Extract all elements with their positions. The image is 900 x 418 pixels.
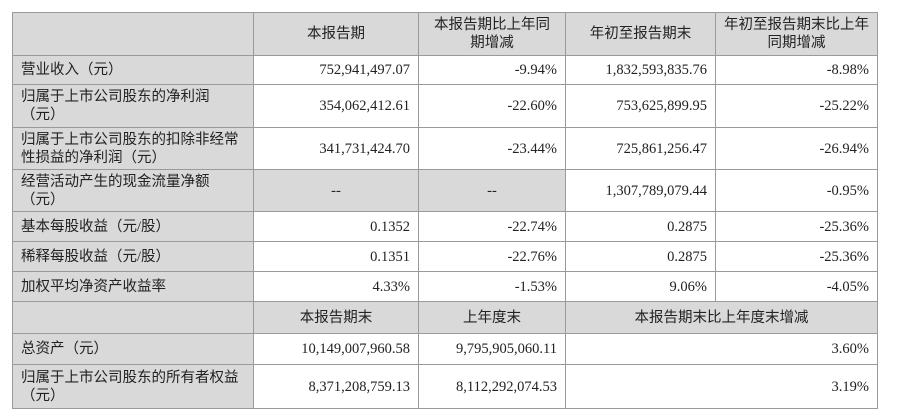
- value-cell: 4.33%: [253, 271, 419, 302]
- row-label: 营业收入（元）: [12, 55, 254, 85]
- value-cell: 3.19%: [565, 364, 878, 409]
- value-cell: -4.05%: [715, 271, 878, 302]
- value-cell: -8.98%: [715, 55, 878, 85]
- value-cell: -22.60%: [418, 84, 566, 128]
- table-row: 加权平均净资产收益率 4.33% -1.53% 9.06% -4.05%: [12, 271, 878, 302]
- row-label: 经营活动产生的现金流量净额（元）: [12, 169, 254, 212]
- table-row: 归属于上市公司股东的净利润（元） 354,062,412.61 -22.60% …: [12, 84, 878, 128]
- value-cell: -22.74%: [418, 211, 566, 242]
- value-cell: 3.60%: [565, 333, 878, 365]
- header-cell-empty: [12, 301, 254, 334]
- value-cell: -26.94%: [715, 127, 878, 170]
- value-cell: 0.1352: [253, 211, 419, 242]
- value-cell: -25.36%: [715, 211, 878, 242]
- value-cell: 9.06%: [565, 271, 716, 302]
- row-label: 加权平均净资产收益率: [12, 271, 254, 302]
- table-header-row: 本报告期末 上年度末 本报告期末比上年度末增减: [12, 301, 878, 334]
- table-header-row: 本报告期 本报告期比上年同期增减 年初至报告期末 年初至报告期末比上年同期增减: [12, 12, 878, 56]
- table-row: 归属于上市公司股东的所有者权益（元） 8,371,208,759.13 8,11…: [12, 364, 878, 409]
- row-label: 归属于上市公司股东的扣除非经常性损益的净利润（元）: [12, 127, 254, 170]
- row-label: 归属于上市公司股东的净利润（元）: [12, 84, 254, 128]
- value-cell: 8,112,292,074.53: [418, 364, 566, 409]
- row-label: 基本每股收益（元/股）: [12, 211, 254, 242]
- row-label: 归属于上市公司股东的所有者权益（元）: [12, 364, 254, 409]
- header-cell: 年初至报告期末: [565, 12, 716, 56]
- table-row: 营业收入（元） 752,941,497.07 -9.94% 1,832,593,…: [12, 55, 878, 85]
- header-cell: 本报告期比上年同期增减: [418, 12, 566, 56]
- value-cell: 8,371,208,759.13: [253, 364, 419, 409]
- value-cell: 752,941,497.07: [253, 55, 419, 85]
- row-label: 总资产（元）: [12, 333, 254, 365]
- value-cell: 10,149,007,960.58: [253, 333, 419, 365]
- value-cell: 753,625,899.95: [565, 84, 716, 128]
- value-cell: --: [418, 169, 566, 212]
- value-cell: 1,832,593,835.76: [565, 55, 716, 85]
- value-cell: 0.2875: [565, 241, 716, 272]
- header-cell: 本报告期: [253, 12, 419, 56]
- table-row: 基本每股收益（元/股） 0.1352 -22.74% 0.2875 -25.36…: [12, 211, 878, 242]
- header-cell: 年初至报告期末比上年同期增减: [715, 12, 878, 56]
- value-cell: 354,062,412.61: [253, 84, 419, 128]
- financial-summary-table: 本报告期 本报告期比上年同期增减 年初至报告期末 年初至报告期末比上年同期增减 …: [12, 12, 878, 409]
- value-cell: -23.44%: [418, 127, 566, 170]
- value-cell: 9,795,905,060.11: [418, 333, 566, 365]
- table-row: 经营活动产生的现金流量净额（元） -- -- 1,307,789,079.44 …: [12, 169, 878, 212]
- value-cell: 341,731,424.70: [253, 127, 419, 170]
- value-cell: 0.2875: [565, 211, 716, 242]
- value-cell: 0.1351: [253, 241, 419, 272]
- header-cell: 本报告期末比上年度末增减: [565, 301, 878, 334]
- value-cell: --: [253, 169, 419, 212]
- header-cell: 上年度末: [418, 301, 566, 334]
- table-row: 稀释每股收益（元/股） 0.1351 -22.76% 0.2875 -25.36…: [12, 241, 878, 272]
- value-cell: 725,861,256.47: [565, 127, 716, 170]
- header-cell-empty: [12, 12, 254, 56]
- value-cell: -25.36%: [715, 241, 878, 272]
- row-label: 稀释每股收益（元/股）: [12, 241, 254, 272]
- value-cell: -22.76%: [418, 241, 566, 272]
- value-cell: -25.22%: [715, 84, 878, 128]
- value-cell: -9.94%: [418, 55, 566, 85]
- table-row: 总资产（元） 10,149,007,960.58 9,795,905,060.1…: [12, 333, 878, 365]
- value-cell: -1.53%: [418, 271, 566, 302]
- header-cell: 本报告期末: [253, 301, 419, 334]
- table-row: 归属于上市公司股东的扣除非经常性损益的净利润（元） 341,731,424.70…: [12, 127, 878, 170]
- value-cell: 1,307,789,079.44: [565, 169, 716, 212]
- value-cell: -0.95%: [715, 169, 878, 212]
